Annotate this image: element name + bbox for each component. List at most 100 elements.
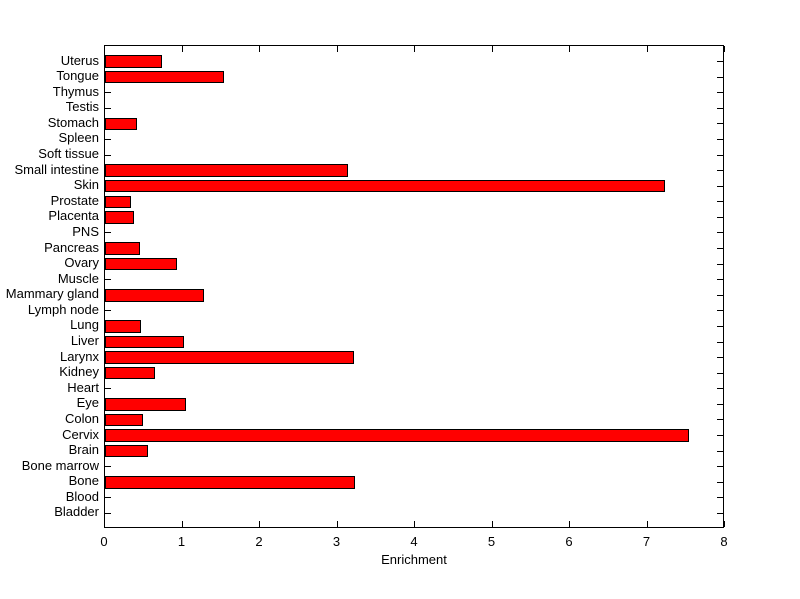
bar-small-intestine (105, 164, 349, 177)
y-tick-right-bone (717, 481, 723, 483)
y-axis-label-soft-tissue: Soft tissue (38, 146, 99, 162)
y-axis-label-testis: Testis (65, 99, 99, 115)
x-tick-top-2 (259, 46, 260, 52)
bar-lung (105, 320, 141, 333)
x-tick-6 (569, 521, 570, 527)
y-tick-right-bone-marrow (717, 466, 723, 468)
bar-tongue (105, 70, 224, 84)
y-tick-soft-tissue (105, 154, 111, 156)
y-tick-right-mammary-gland (717, 294, 723, 296)
y-axis-label-heart: Heart (67, 379, 99, 395)
bar-kidney (105, 366, 155, 380)
y-axis-label-larynx: Larynx (59, 348, 99, 364)
y-tick-right-lung (717, 325, 723, 327)
x-tick-3 (336, 521, 338, 527)
y-tick-pns (105, 232, 111, 234)
y-tick-right-prostate (717, 201, 723, 203)
x-tick-4 (414, 521, 415, 527)
y-tick-testis (105, 107, 111, 109)
y-tick-right-placenta (717, 216, 723, 218)
y-tick-muscle (105, 279, 111, 281)
x-tick-top-4 (414, 46, 415, 52)
y-tick-right-eye (717, 403, 723, 405)
y-tick-right-small-intestine (717, 170, 723, 172)
y-axis-label-lymph-node: Lymph node (27, 301, 99, 317)
x-tick-top-1 (181, 46, 183, 52)
y-axis-label-prostate: Prostate (50, 192, 99, 208)
x-tick-top-6 (569, 46, 570, 52)
bar-mammary-gland (105, 289, 205, 302)
y-tick-right-heart (717, 388, 723, 390)
bar-pancreas (105, 242, 140, 255)
bar-prostate (105, 195, 131, 209)
y-axis-label-bone-marrow: Bone marrow (21, 457, 99, 473)
y-tick-right-spleen (717, 138, 723, 140)
plot-area (104, 45, 725, 528)
y-tick-right-testis (717, 107, 723, 109)
y-tick-right-lymph-node (717, 310, 723, 312)
bar-uterus (105, 55, 162, 68)
x-tick-label-2: 2 (255, 534, 263, 549)
x-tick-label-7: 7 (642, 534, 651, 549)
y-tick-right-pns (717, 232, 723, 234)
x-tick-8 (724, 521, 725, 527)
y-axis-label-spleen: Spleen (58, 130, 99, 146)
y-tick-right-tongue (717, 76, 723, 78)
y-tick-lymph-node (105, 310, 111, 312)
x-tick-label-8: 8 (720, 534, 728, 549)
bar-placenta (105, 211, 134, 224)
x-tick-label-4: 4 (410, 534, 418, 549)
x-tick-7 (646, 521, 648, 527)
x-tick-top-3 (336, 46, 338, 52)
bar-eye (105, 398, 187, 411)
x-tick-label-1: 1 (177, 534, 186, 549)
bar-cervix (105, 429, 690, 442)
y-axis-label-stomach: Stomach (47, 114, 99, 130)
y-tick-right-pancreas (717, 248, 723, 250)
y-axis-label-ovary: Ovary (64, 255, 99, 271)
y-axis-label-uterus: Uterus (60, 52, 99, 68)
y-tick-spleen (105, 138, 111, 140)
x-tick-2 (259, 521, 260, 527)
bar-brain (105, 444, 149, 458)
y-axis-label-brain: Brain (68, 442, 99, 458)
y-axis-label-muscle: Muscle (57, 270, 99, 286)
bar-ovary (105, 257, 178, 271)
y-tick-right-skin (717, 185, 723, 187)
y-axis-label-blood: Blood (65, 488, 99, 504)
x-tick-0 (104, 521, 105, 527)
y-axis-label-mammary-gland: Mammary gland (5, 286, 99, 302)
x-tick-5 (491, 521, 493, 527)
x-tick-label-5: 5 (487, 534, 496, 549)
bar-colon (105, 413, 143, 427)
x-tick-top-7 (646, 46, 648, 52)
y-axis-label-pancreas: Pancreas (44, 239, 99, 255)
y-tick-right-uterus (717, 61, 723, 63)
x-tick-label-3: 3 (332, 534, 341, 549)
x-tick-top-8 (724, 46, 725, 52)
y-axis-label-bone: Bone (68, 473, 99, 489)
y-tick-right-kidney (717, 372, 723, 374)
y-axis-label-placenta: Placenta (48, 208, 99, 224)
y-axis-label-lung: Lung (70, 317, 99, 333)
y-tick-right-thymus (717, 92, 723, 94)
x-tick-label-0: 0 (100, 534, 108, 549)
y-tick-right-muscle (717, 279, 723, 281)
y-tick-thymus (105, 92, 111, 94)
x-tick-top-0 (104, 46, 105, 52)
y-tick-right-blood (717, 497, 723, 499)
y-axis-label-tongue: Tongue (56, 68, 99, 84)
y-axis-label-liver: Liver (70, 333, 99, 349)
x-tick-1 (181, 521, 183, 527)
x-tick-top-5 (491, 46, 493, 52)
x-axis-title: Enrichment (381, 552, 447, 567)
y-axis-label-cervix: Cervix (62, 426, 99, 442)
y-tick-blood (105, 497, 111, 499)
bar-bone (105, 476, 356, 489)
y-axis-label-bladder: Bladder (54, 504, 99, 520)
bar-liver (105, 335, 185, 349)
y-axis-label-eye: Eye (76, 395, 99, 411)
bar-stomach (105, 117, 137, 131)
y-tick-right-cervix (717, 435, 723, 437)
